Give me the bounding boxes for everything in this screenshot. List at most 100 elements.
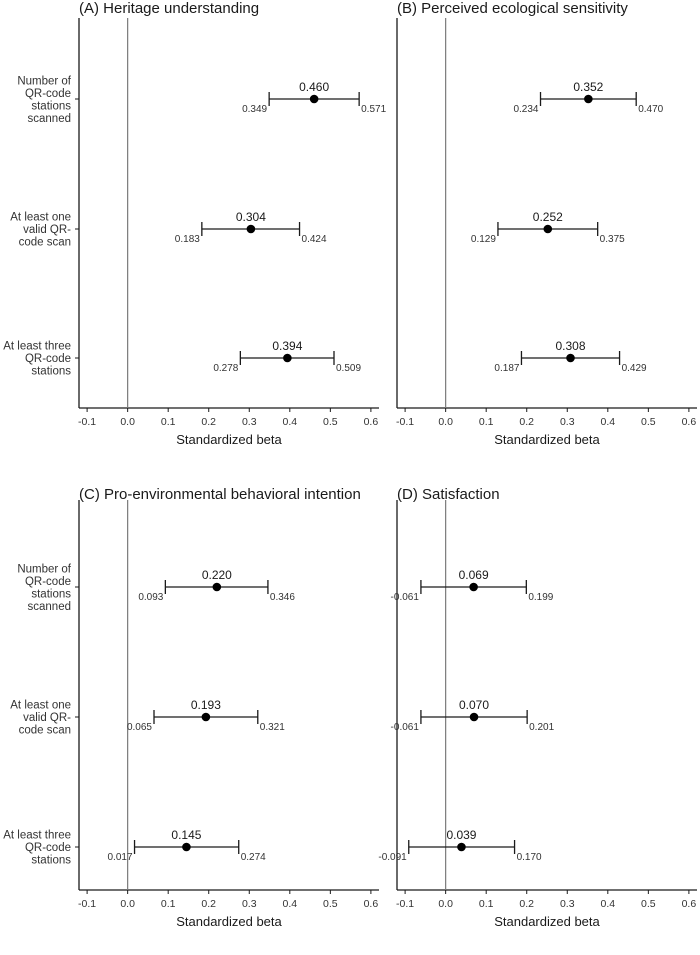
estimate-label: 0.193 <box>191 698 221 712</box>
x-tick-label: 0.2 <box>519 898 534 910</box>
x-tick-label: 0.3 <box>560 898 575 910</box>
x-tick-label: 0.1 <box>479 898 494 910</box>
x-tick-label: 0.0 <box>438 898 453 910</box>
estimate-label: 0.252 <box>533 210 563 224</box>
x-tick-label: 0.5 <box>323 416 338 428</box>
category-label-line: scanned <box>28 601 71 613</box>
point-estimate <box>584 94 593 104</box>
ci-upper-label: 0.201 <box>529 722 554 733</box>
ci-lower-label: 0.129 <box>471 234 496 245</box>
x-tick-label: 0.5 <box>323 898 338 910</box>
ci-upper-label: 0.199 <box>528 592 553 603</box>
category-label-line: QR-code <box>25 88 71 100</box>
category-label-line: valid QR- <box>23 712 71 724</box>
point-estimate <box>457 842 466 852</box>
category-label-line: At least three <box>3 341 71 353</box>
ci-lower-label: 0.093 <box>138 592 163 603</box>
category-label-line: QR-code <box>25 576 71 588</box>
panel-title: (C) Pro-environmental behavioral intenti… <box>79 486 361 503</box>
x-tick-label: 0.6 <box>682 416 697 428</box>
x-tick-label: 0.5 <box>641 416 656 428</box>
panel-b: (B) Perceived ecological sensitivity -0.1… <box>396 0 697 447</box>
x-axis-label: Standardized beta <box>176 432 282 447</box>
x-tick-label: 0.1 <box>479 416 494 428</box>
panel-title: (A) Heritage understanding <box>79 0 259 17</box>
estimate-label: 0.069 <box>459 568 489 582</box>
ci-upper-label: 0.509 <box>336 363 361 374</box>
ci-lower-label: 0.187 <box>494 363 519 374</box>
x-axis-label: Standardized beta <box>494 914 600 929</box>
x-tick-label: -0.1 <box>78 898 96 910</box>
x-axis-label: Standardized beta <box>176 914 282 929</box>
x-tick-label: -0.1 <box>396 898 414 910</box>
point-estimate <box>246 224 256 234</box>
ci-upper-label: 0.424 <box>302 234 327 245</box>
category-label: At least one valid QR-code scan <box>10 212 71 249</box>
ci-lower-label: -0.061 <box>391 722 420 733</box>
x-tick-label: 0.1 <box>161 898 176 910</box>
category-label-line: At least one <box>10 212 71 224</box>
category-label: Number of QR-code stations scanned <box>17 75 71 125</box>
estimate-label: 0.304 <box>236 210 266 224</box>
category-label-line: Number of <box>17 75 71 87</box>
category-label-line: stations <box>31 366 71 378</box>
x-tick-label: 0.3 <box>560 416 575 428</box>
x-tick-label: 0.0 <box>120 416 135 428</box>
ci-upper-label: 0.346 <box>270 592 295 603</box>
estimate-label: 0.308 <box>555 339 585 353</box>
x-tick-label: 0.3 <box>242 898 257 910</box>
estimate-label: 0.039 <box>446 828 476 842</box>
category-label-line: valid QR- <box>23 224 71 236</box>
category-label-line: stations <box>31 100 71 112</box>
x-tick-label: 0.4 <box>283 898 298 910</box>
ci-lower-label: 0.349 <box>242 104 267 115</box>
x-tick-label: -0.1 <box>78 416 96 428</box>
x-tick-label: 0.4 <box>283 416 298 428</box>
panel-c: (C) Pro-environmental behavioral intenti… <box>3 486 379 929</box>
x-tick-label: 0.1 <box>161 416 176 428</box>
point-estimate <box>201 712 211 722</box>
ci-lower-label: 0.183 <box>175 234 200 245</box>
estimate-label: 0.352 <box>573 80 603 94</box>
panel-d: (D) Satisfaction -0.1 0.0 0.1 0.2 0.3 0.4 0.5 0.… <box>378 486 697 929</box>
category-label: At least three QR-code stations <box>3 830 71 867</box>
x-axis-label: Standardized beta <box>494 432 600 447</box>
ci-upper-label: 0.170 <box>517 852 542 863</box>
ci-upper-label: 0.274 <box>241 852 266 863</box>
ci-lower-label: -0.091 <box>378 852 407 863</box>
point-estimate <box>212 582 222 592</box>
point-estimate <box>469 582 478 592</box>
category-label: At least three QR-code stations <box>3 341 71 378</box>
x-tick-label: 0.4 <box>601 898 616 910</box>
point-estimate <box>283 353 292 363</box>
ci-upper-label: 0.470 <box>638 104 663 115</box>
x-tick-label: 0.2 <box>519 416 534 428</box>
x-tick-label: 0.0 <box>438 416 453 428</box>
x-tick-label: 0.6 <box>682 898 697 910</box>
category-label-line: scanned <box>28 113 71 125</box>
category-label-line: stations <box>31 588 71 600</box>
category-label-line: At least three <box>3 830 71 842</box>
ci-upper-label: 0.375 <box>600 234 625 245</box>
category-label: At least one valid QR-code scan <box>10 700 71 737</box>
ci-lower-label: 0.234 <box>513 104 538 115</box>
point-estimate <box>469 712 479 722</box>
category-label-line: QR-code <box>25 842 71 854</box>
category-label-line: At least one <box>10 700 71 712</box>
x-tick-label: -0.1 <box>396 416 414 428</box>
point-estimate <box>566 353 575 363</box>
category-label-line: stations <box>31 855 71 867</box>
panel-a: (A) Heritage understanding -0.1 0.0 0.1 0.2 0… <box>3 0 386 447</box>
category-label-line: QR-code <box>25 353 71 365</box>
x-tick-label: 0.5 <box>641 898 656 910</box>
estimate-label: 0.145 <box>171 828 201 842</box>
panel-title: (D) Satisfaction <box>397 486 500 503</box>
ci-lower-label: 0.017 <box>108 852 133 863</box>
x-tick-label: 0.2 <box>201 898 216 910</box>
category-label-line: Number of <box>17 563 71 575</box>
x-tick-label: 0.0 <box>120 898 135 910</box>
estimate-label: 0.460 <box>299 80 329 94</box>
category-label-line: code scan <box>19 725 71 737</box>
estimate-label: 0.220 <box>202 568 232 582</box>
